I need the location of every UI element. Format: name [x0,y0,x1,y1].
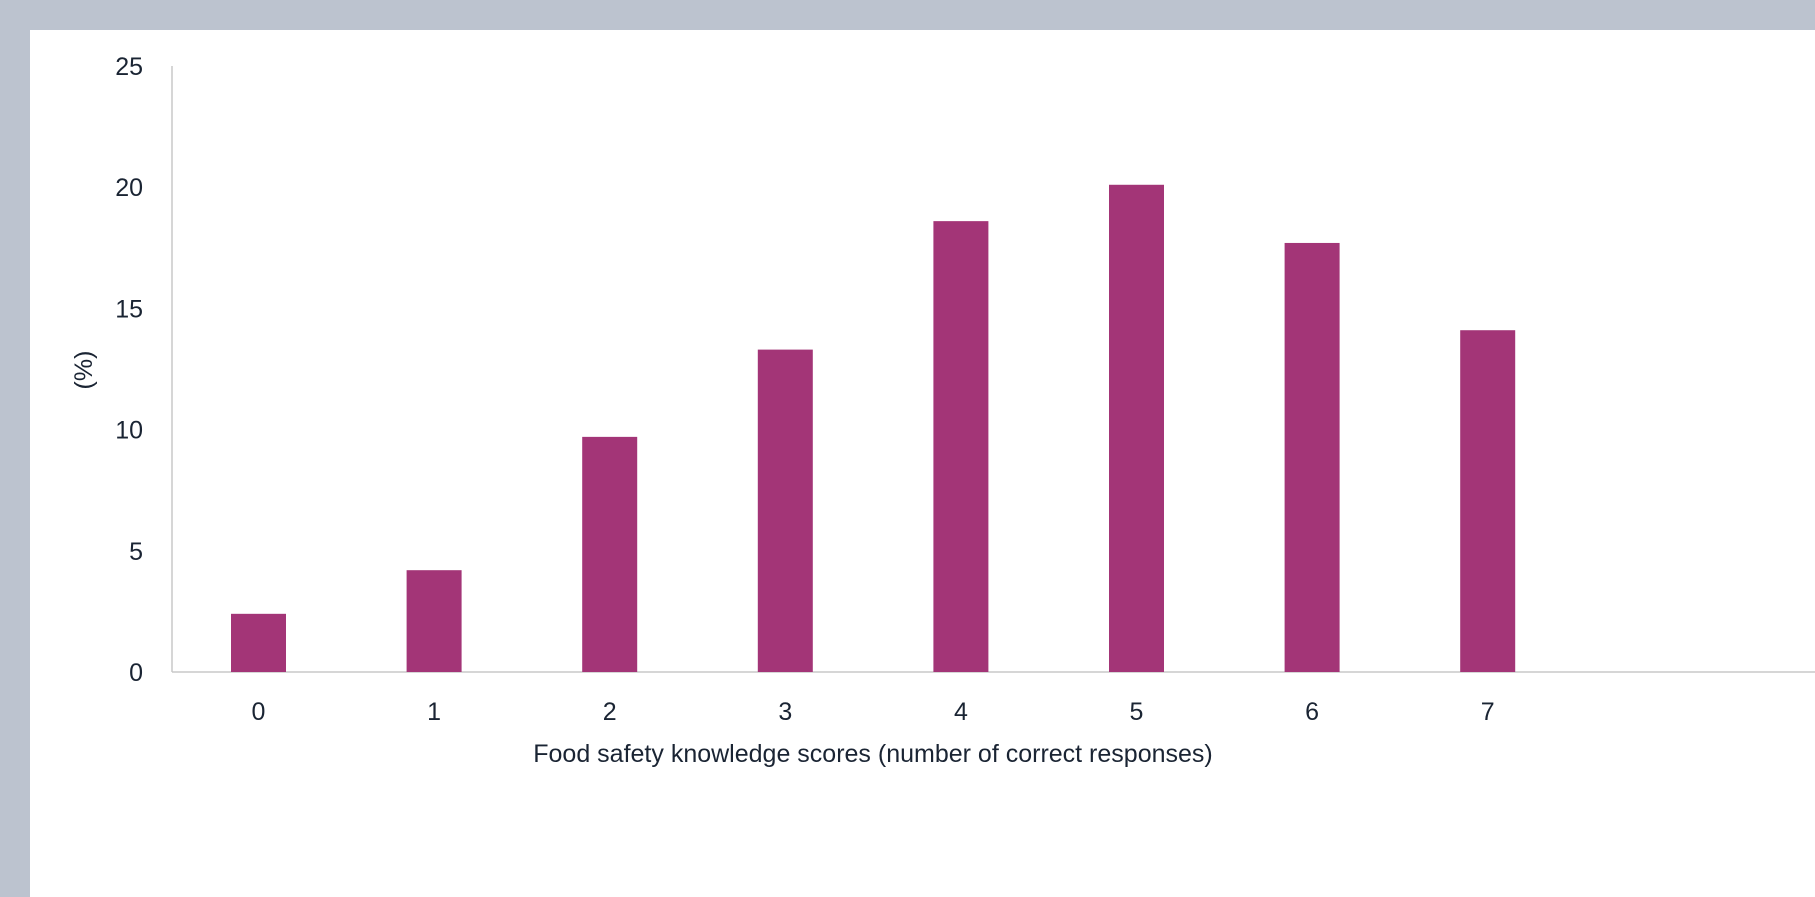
bar-3 [757,349,813,672]
bar-7 [1460,330,1516,672]
bar-6 [1284,242,1340,672]
x-tick-label: 3 [778,698,792,726]
bar-1 [406,570,462,672]
x-axis-title: Food safety knowledge scores (number of … [533,740,1212,768]
x-tick-label: 5 [1130,698,1144,726]
x-tick-label: 0 [252,698,266,726]
x-tick-labels: 0 1 2 3 4 5 6 7 [252,698,1495,726]
y-tick-label: 0 [129,659,143,687]
bar-2 [582,436,638,672]
bar-5 [1109,184,1164,672]
y-tick-label: 15 [115,295,143,323]
x-tick-label: 1 [427,698,441,726]
x-tick-label: 2 [603,698,617,726]
bar-4 [933,221,989,673]
y-tick-label: 10 [115,417,143,445]
y-tick-label: 5 [129,538,143,566]
x-tick-label: 4 [954,698,968,726]
x-tick-label: 6 [1305,698,1319,726]
y-tick-labels: 0 5 10 15 20 25 [115,53,143,687]
y-axis-title: (%) [70,351,98,390]
chart-panel [30,30,1815,897]
x-tick-label: 7 [1481,698,1495,726]
bar-0 [231,613,286,672]
y-tick-label: 25 [115,53,143,81]
y-tick-label: 20 [115,174,143,202]
bars [231,184,1516,673]
